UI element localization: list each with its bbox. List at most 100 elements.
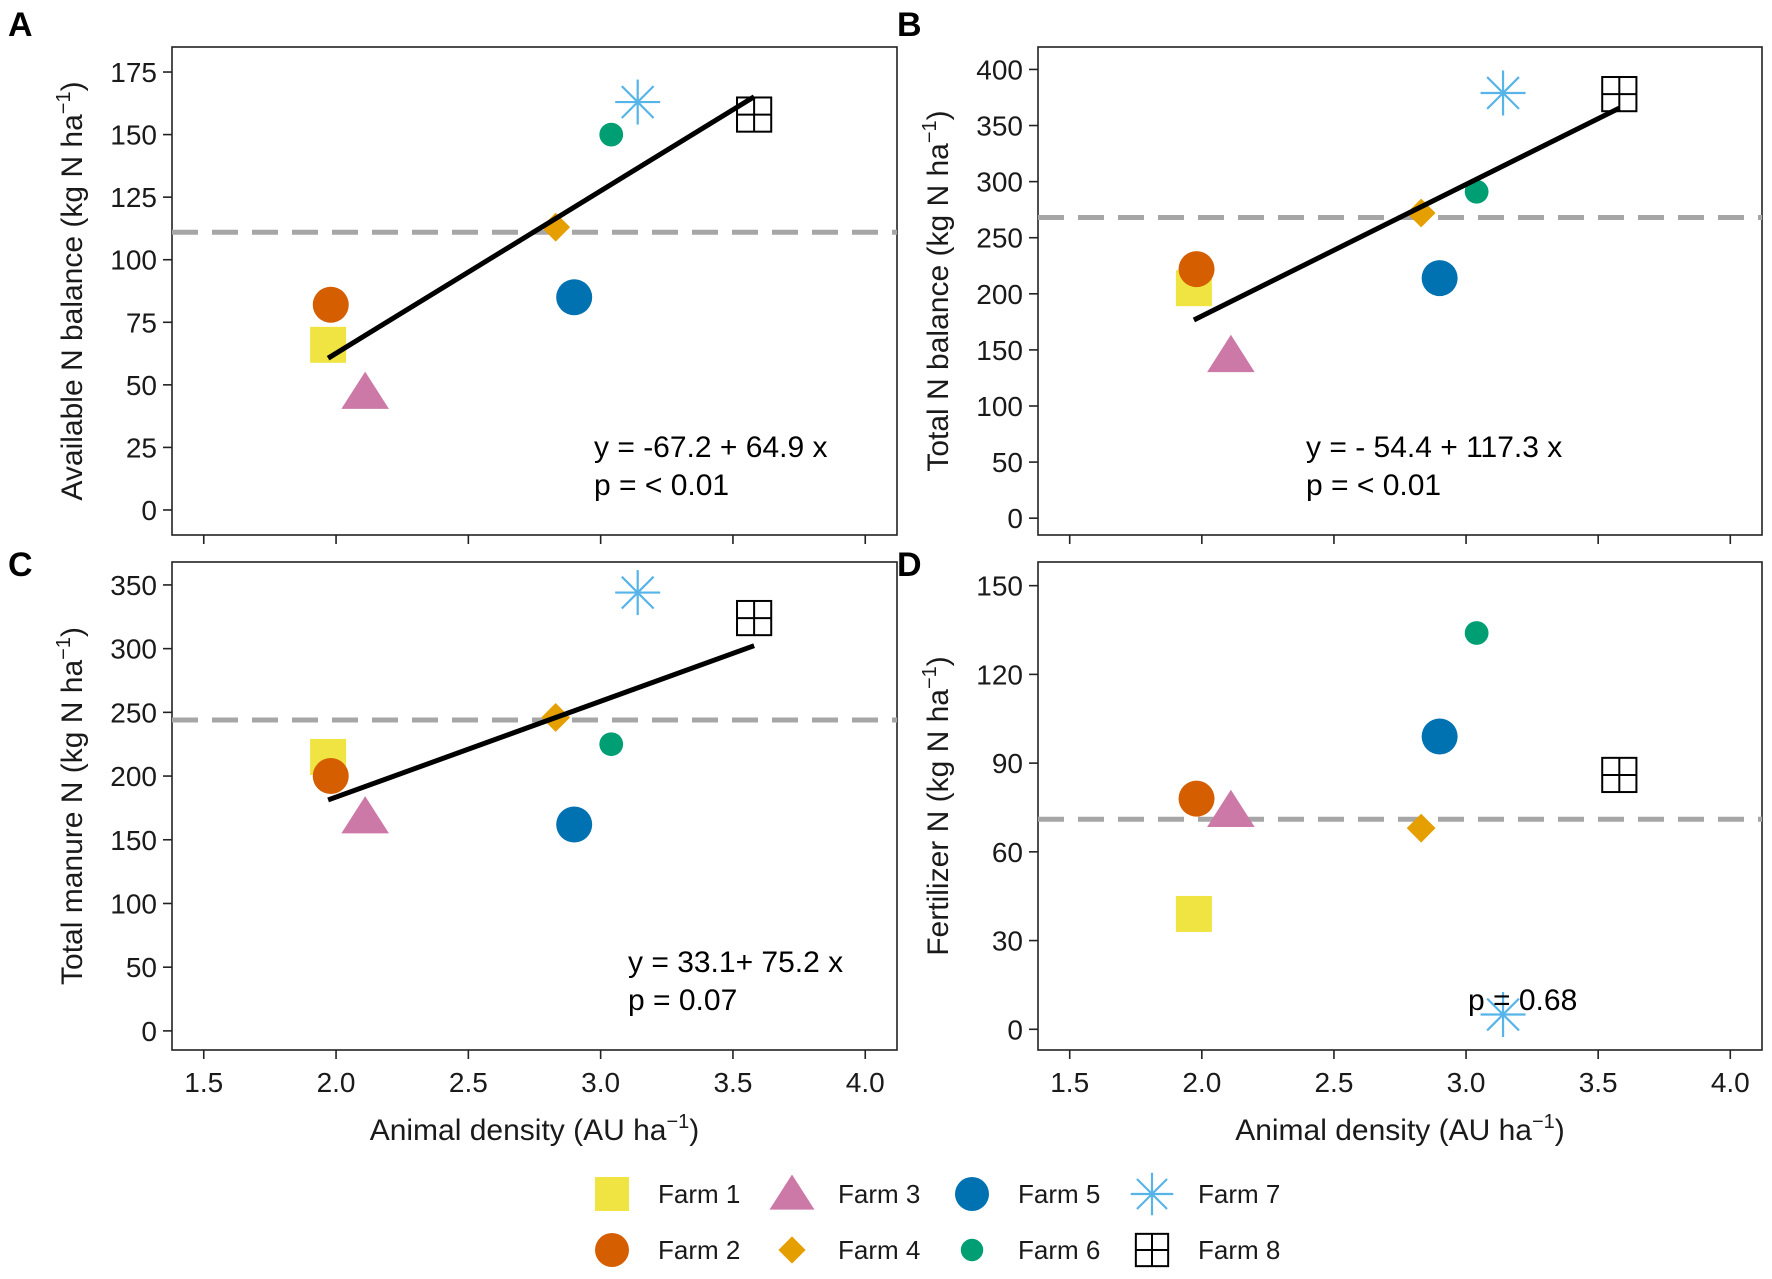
point-farm5 [556, 279, 593, 316]
legend-label: Farm 5 [1018, 1179, 1100, 1209]
panel-d: D 0 30 60 90 120 150 1.5 2.0 2.5 3.0 3.5 4.0 Fertiliz… [897, 546, 1763, 1147]
point-farm6 [599, 732, 624, 757]
regression-line [327, 643, 755, 803]
y-tick-label: 350 [976, 111, 1023, 142]
y-tick-label: 175 [110, 57, 157, 88]
y-axis-title-sup: −1 [919, 120, 941, 143]
point-farm5 [1421, 718, 1458, 755]
panel-a: A 0 25 50 75 100 125 150 175 Available N balance … [8, 6, 898, 544]
legend-item-farm7: Farm 7 [1130, 1172, 1280, 1216]
legend-item-farm2: Farm 2 [595, 1233, 740, 1267]
y-tick-label: 200 [110, 761, 157, 792]
x-tick-label: 2.5 [1314, 1067, 1353, 1098]
legend-label: Farm 2 [658, 1235, 740, 1265]
y-tick-label: 250 [110, 697, 157, 728]
point-farm7 [615, 79, 661, 125]
point-farm6 [1464, 179, 1489, 204]
point-farm7 [1480, 70, 1526, 116]
legend-label: Farm 8 [1198, 1235, 1280, 1265]
point-farm7 [615, 570, 661, 616]
y-axis-title-end: ) [922, 656, 955, 666]
y-tick-label: 100 [110, 245, 157, 276]
x-tick-label: 2.0 [1182, 1067, 1221, 1098]
y-tick-label: 0 [1007, 503, 1023, 534]
x-tick-label: 3.0 [581, 1067, 620, 1098]
x-axis-title-end: ) [689, 1114, 699, 1147]
x-axis-title: Animal density (AU ha−1) [1235, 1111, 1565, 1147]
point-farm3 [341, 796, 389, 834]
y-axis-title-sup: −1 [919, 666, 941, 689]
x-tick-label: 2.5 [449, 1067, 488, 1098]
legend-item-farm1: Farm 1 [595, 1177, 740, 1211]
farm3-legend-marker-icon [769, 1174, 815, 1210]
panel-b: B 0 50 100 150 200 250 300 350 400 Total N balance… [897, 6, 1763, 544]
y-tick-label: 150 [976, 335, 1023, 366]
y-tick-label: 300 [976, 167, 1023, 198]
farm8-legend-marker-icon [1134, 1232, 1170, 1268]
equation-text: y = - 54.4 + 117.3 x [1306, 431, 1562, 464]
x-axis-title: Animal density (AU ha−1) [370, 1111, 700, 1147]
p-value-text: p = < 0.01 [594, 469, 729, 502]
y-tick-label: 50 [992, 447, 1023, 478]
x-tick-label: 1.5 [184, 1067, 223, 1098]
y-tick-label: 150 [110, 120, 157, 151]
point-farm4 [541, 212, 571, 242]
legend-label: Farm 1 [658, 1179, 740, 1209]
p-value-text: p = < 0.01 [1306, 469, 1441, 502]
x-axis-title-end: ) [1555, 1114, 1565, 1147]
y-tick-label: 0 [141, 495, 157, 526]
point-farm3 [1207, 334, 1255, 373]
point-farm3 [341, 371, 389, 409]
point-farm8 [1601, 76, 1638, 113]
point-farm5 [1421, 260, 1458, 297]
regression-line [326, 94, 756, 361]
y-axis-title-sup: −1 [53, 91, 75, 114]
y-tick-label: 0 [1007, 1014, 1023, 1045]
y-tick-label: 350 [110, 570, 157, 601]
regression-line [1192, 105, 1621, 323]
x-tick-label: 3.0 [1447, 1067, 1486, 1098]
y-axis-title: Total manure N (kg N ha−1) [53, 627, 89, 985]
point-farm2 [1178, 780, 1215, 817]
y-tick-label: 100 [110, 888, 157, 919]
panel-letter: B [897, 6, 922, 44]
x-tick-label: 4.0 [1711, 1067, 1750, 1098]
x-tick-label: 2.0 [317, 1067, 356, 1098]
y-tick-label: 250 [976, 223, 1023, 254]
p-value-text: p = 0.68 [1468, 984, 1577, 1017]
point-farm1 [1175, 895, 1212, 932]
legend-label: Farm 4 [838, 1235, 920, 1265]
point-farm3 [1207, 789, 1255, 827]
y-tick-label: 300 [110, 634, 157, 665]
farm4-legend-marker-icon [778, 1236, 806, 1264]
y-axis-title: Total N balance (kg N ha−1) [919, 110, 955, 471]
point-farm7 [1480, 992, 1526, 1038]
panel-c: C 0 50 100 150 200 250 300 350 1.5 2.0 2.5 3.0 3.5 4.0… [8, 546, 898, 1147]
point-farm8 [1601, 756, 1638, 794]
point-farm2 [312, 758, 349, 795]
point-farm6 [599, 122, 624, 147]
legend-item-farm6: Farm 6 [960, 1235, 1100, 1265]
y-axis-title-end: ) [56, 627, 89, 637]
point-farm2 [312, 286, 349, 323]
plot-frame [1037, 561, 1763, 1051]
point-farm8 [736, 599, 773, 637]
legend-label: Farm 3 [838, 1179, 920, 1209]
y-axis-title: Fertilizer N (kg N ha−1) [919, 656, 955, 956]
plot-frame [1037, 46, 1763, 536]
y-tick-label: 400 [976, 54, 1023, 85]
y-tick-label: 60 [992, 837, 1023, 868]
x-axis-title-sup: −1 [666, 1111, 689, 1133]
y-tick-label: 200 [976, 279, 1023, 310]
farm7-legend-marker-icon [1130, 1172, 1174, 1216]
legend-label: Farm 6 [1018, 1235, 1100, 1265]
y-tick-label: 0 [141, 1016, 157, 1047]
panel-letter: A [8, 6, 33, 44]
y-axis-title-end: ) [922, 110, 955, 120]
y-axis-title-sup: −1 [53, 637, 75, 660]
legend-item-farm5: Farm 5 [955, 1177, 1100, 1211]
plot-frame [171, 561, 898, 1051]
y-axis-title: Available N balance (kg N ha−1) [53, 81, 89, 500]
y-tick-label: 150 [110, 825, 157, 856]
x-tick-label: 3.5 [713, 1067, 752, 1098]
